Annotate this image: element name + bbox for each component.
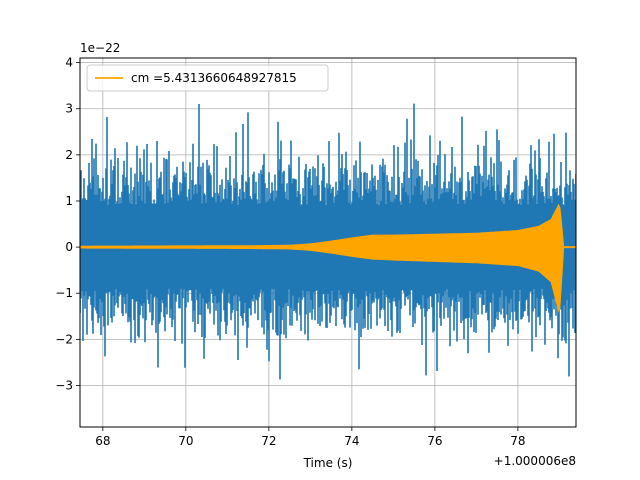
legend-label-template: cm =5.4313660648927815 bbox=[131, 71, 297, 85]
x-tick-label: 74 bbox=[344, 434, 359, 448]
x-tick-label: 72 bbox=[261, 434, 276, 448]
y-tick-label: 3 bbox=[65, 102, 73, 116]
x-tick-label: 68 bbox=[95, 434, 110, 448]
y-tick-label: 4 bbox=[65, 56, 73, 70]
x-offset-label: +1.000006e8 bbox=[494, 454, 576, 468]
x-tick-label: 78 bbox=[510, 434, 525, 448]
x-ticks: 68 70 72 74 76 78 bbox=[95, 427, 526, 448]
x-tick-label: 70 bbox=[178, 434, 193, 448]
y-tick-label: 0 bbox=[65, 240, 73, 254]
axes-frame bbox=[79, 57, 577, 428]
legend: cm =5.4313660648927815 bbox=[86, 64, 329, 92]
y-tick-label: −3 bbox=[55, 378, 73, 392]
legend-box bbox=[86, 64, 329, 92]
y-scale-label: 1e−22 bbox=[80, 41, 120, 55]
y-tick-label: −1 bbox=[55, 286, 73, 300]
y-tick-label: 2 bbox=[65, 148, 73, 162]
y-tick-label: −2 bbox=[55, 332, 73, 346]
y-ticks: −3 −2 −1 0 1 2 3 4 bbox=[55, 56, 80, 392]
template-series bbox=[80, 203, 576, 313]
y-tick-label: 1 bbox=[65, 194, 73, 208]
x-tick-label: 76 bbox=[427, 434, 442, 448]
x-axis-label: Time (s) bbox=[303, 456, 353, 470]
